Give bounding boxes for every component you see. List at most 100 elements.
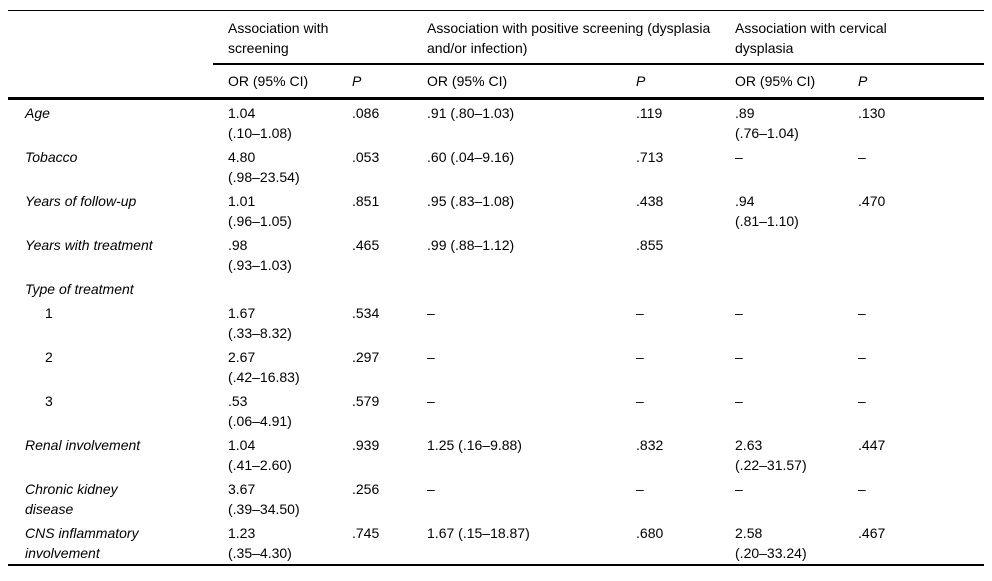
p-value-cell: – bbox=[858, 149, 866, 165]
row-label: 2 bbox=[45, 349, 53, 365]
p-value-cell: – bbox=[858, 305, 866, 321]
row-label: Tobacco bbox=[25, 149, 78, 165]
row-label: 1 bbox=[45, 305, 53, 321]
table-row: Years with treatment .98 (.93–1.03) .465 .9… bbox=[8, 232, 984, 276]
table-row: CNS inflammatory involvement 1.23 (.35–4.… bbox=[8, 520, 984, 565]
group-header-cervical-dysplasia: Association with cervical dysplasia bbox=[720, 10, 985, 65]
association-statistics-table: Association with screening Association w… bbox=[8, 10, 985, 566]
stub-header-cell bbox=[8, 64, 213, 100]
table-row: Tobacco 4.80 (.98–23.54) .053 .60 (.04–9.16… bbox=[8, 144, 984, 188]
row-label: Years of follow-up bbox=[25, 193, 137, 209]
or-ci-cell bbox=[213, 276, 337, 300]
p-value-cell: – bbox=[636, 393, 644, 409]
or-ci-cell: .99 (.88–1.12) bbox=[427, 237, 515, 253]
or-ci-cell bbox=[412, 276, 621, 300]
p-value-cell: .939 bbox=[352, 437, 380, 453]
p-value-cell bbox=[621, 276, 720, 300]
table-row: 3 .53 (.06–4.91) .579 – – – – bbox=[8, 388, 984, 432]
p-value-cell: .832 bbox=[636, 437, 664, 453]
or-ci-cell: – bbox=[735, 393, 743, 409]
p-value-cell: .297 bbox=[352, 349, 380, 365]
or-ci-cell: – bbox=[427, 305, 435, 321]
or-ci-header: OR (95% CI) bbox=[213, 64, 337, 100]
or-ci-cell: .94 (.81–1.10) bbox=[735, 193, 799, 229]
table-row: Age 1.04 (.10–1.08) .086 .91 (.80–1.03) .119… bbox=[8, 99, 984, 145]
or-ci-cell: 1.01 (.96–1.05) bbox=[228, 193, 292, 229]
p-value-cell: .713 bbox=[636, 149, 664, 165]
p-value-cell: .467 bbox=[858, 525, 886, 541]
or-ci-cell: – bbox=[735, 481, 743, 497]
p-value-cell: .745 bbox=[352, 525, 380, 541]
row-label: Age bbox=[25, 105, 50, 121]
group-header-screening: Association with screening bbox=[213, 10, 413, 65]
table-row: Type of treatment bbox=[8, 276, 984, 300]
group-header-row: Association with screening Association w… bbox=[8, 10, 985, 65]
p-value-cell: .256 bbox=[352, 481, 380, 497]
p-value-cell: – bbox=[858, 393, 866, 409]
or-ci-cell: 1.67 (.33–8.32) bbox=[228, 305, 292, 341]
p-value-cell: .680 bbox=[636, 525, 664, 541]
p-value-header: P bbox=[337, 64, 413, 100]
or-ci-cell bbox=[720, 232, 843, 276]
p-value-cell: .534 bbox=[352, 305, 380, 321]
or-ci-cell: .91 (.80–1.03) bbox=[427, 105, 515, 121]
row-label: Chronic kidney disease bbox=[25, 481, 118, 517]
table-header: Association with screening Association w… bbox=[8, 10, 985, 100]
or-ci-cell: – bbox=[427, 393, 435, 409]
p-value-header: P bbox=[843, 64, 985, 100]
or-ci-cell: 2.63 (.22–31.57) bbox=[735, 437, 807, 473]
or-ci-cell: – bbox=[735, 349, 743, 365]
or-ci-cell: 3.67 (.39–34.50) bbox=[228, 481, 300, 517]
or-ci-cell: – bbox=[427, 481, 435, 497]
stub-header-cell bbox=[8, 11, 213, 65]
or-ci-header: OR (95% CI) bbox=[720, 64, 844, 100]
row-label: Renal involvement bbox=[25, 437, 141, 453]
or-ci-cell: 1.04 (.41–2.60) bbox=[228, 437, 292, 473]
p-value-cell: .851 bbox=[352, 193, 380, 209]
or-ci-cell: .89 (.76–1.04) bbox=[735, 105, 799, 141]
or-ci-cell: 4.80 (.98–23.54) bbox=[228, 149, 300, 185]
p-value-cell: .465 bbox=[352, 237, 380, 253]
p-value-cell: .447 bbox=[858, 437, 886, 453]
p-value-cell bbox=[843, 276, 984, 300]
p-value-cell: .053 bbox=[352, 149, 380, 165]
p-value-header: P bbox=[621, 64, 721, 100]
or-ci-cell: 1.67 (.15–18.87) bbox=[427, 525, 530, 541]
or-ci-cell: 2.67 (.42–16.83) bbox=[228, 349, 300, 385]
p-value-cell: – bbox=[858, 481, 866, 497]
p-value-cell: .438 bbox=[636, 193, 664, 209]
row-label: Type of treatment bbox=[25, 281, 134, 297]
table-row: 2 2.67 (.42–16.83) .297 – – – – bbox=[8, 344, 984, 388]
p-value-cell: .579 bbox=[352, 393, 380, 409]
p-value-cell: – bbox=[636, 481, 644, 497]
row-label: Years with treatment bbox=[25, 237, 153, 253]
or-ci-cell: .53 (.06–4.91) bbox=[228, 393, 292, 429]
table-row: 1 1.67 (.33–8.32) .534 – – – – bbox=[8, 300, 984, 344]
or-ci-cell: .95 (.83–1.08) bbox=[427, 193, 515, 209]
or-ci-cell: 2.58 (.20–33.24) bbox=[735, 525, 807, 561]
or-ci-cell: .60 (.04–9.16) bbox=[427, 149, 515, 165]
row-label: CNS inflammatory involvement bbox=[25, 525, 139, 561]
or-ci-header: OR (95% CI) bbox=[412, 64, 622, 100]
p-value-cell: – bbox=[858, 349, 866, 365]
or-ci-cell: – bbox=[735, 305, 743, 321]
table-row: Chronic kidney disease 3.67 (.39–34.50) .2… bbox=[8, 476, 984, 520]
p-value-cell: .130 bbox=[858, 105, 886, 121]
table-body: Age 1.04 (.10–1.08) .086 .91 (.80–1.03) .119… bbox=[8, 99, 984, 566]
or-ci-cell: .98 (.93–1.03) bbox=[228, 237, 292, 273]
p-value-cell: – bbox=[636, 349, 644, 365]
p-value-cell: .470 bbox=[858, 193, 886, 209]
p-value-cell bbox=[843, 232, 984, 276]
p-value-cell: .086 bbox=[352, 105, 380, 121]
p-value-cell: .119 bbox=[636, 105, 663, 121]
table-row: Years of follow-up 1.01 (.96–1.05) .851 .95… bbox=[8, 188, 984, 232]
sub-header-row: OR (95% CI) P OR (95% CI) P OR (95% CI) … bbox=[8, 64, 985, 100]
group-header-positive-screening: Association with positive screening (dys… bbox=[412, 10, 721, 65]
or-ci-cell: 1.23 (.35–4.30) bbox=[228, 525, 292, 561]
or-ci-cell: – bbox=[427, 349, 435, 365]
row-label: 3 bbox=[45, 393, 53, 409]
p-value-cell: .855 bbox=[636, 237, 664, 253]
or-ci-cell: 1.04 (.10–1.08) bbox=[228, 105, 292, 141]
p-value-cell: – bbox=[636, 305, 644, 321]
